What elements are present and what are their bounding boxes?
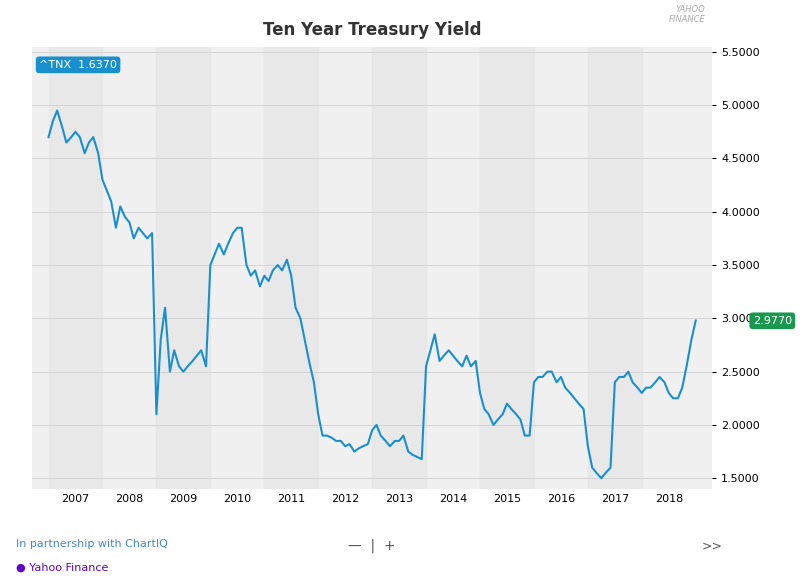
Bar xyxy=(588,47,642,489)
Text: YAHOO
FINANCE: YAHOO FINANCE xyxy=(668,5,705,24)
Bar xyxy=(156,47,210,489)
Text: In partnership with ChartIQ: In partnership with ChartIQ xyxy=(16,539,168,549)
Text: 2.9770: 2.9770 xyxy=(752,316,792,326)
Bar xyxy=(372,47,426,489)
Bar xyxy=(480,47,534,489)
Bar xyxy=(265,47,318,489)
Text: ● Yahoo Finance: ● Yahoo Finance xyxy=(16,562,108,572)
Text: —  |  +: — | + xyxy=(349,539,396,553)
Bar xyxy=(49,47,103,489)
Text: ^TNX  1.6370: ^TNX 1.6370 xyxy=(39,60,117,70)
Title: Ten Year Treasury Yield: Ten Year Treasury Yield xyxy=(263,22,481,40)
Text: >>: >> xyxy=(701,540,722,553)
